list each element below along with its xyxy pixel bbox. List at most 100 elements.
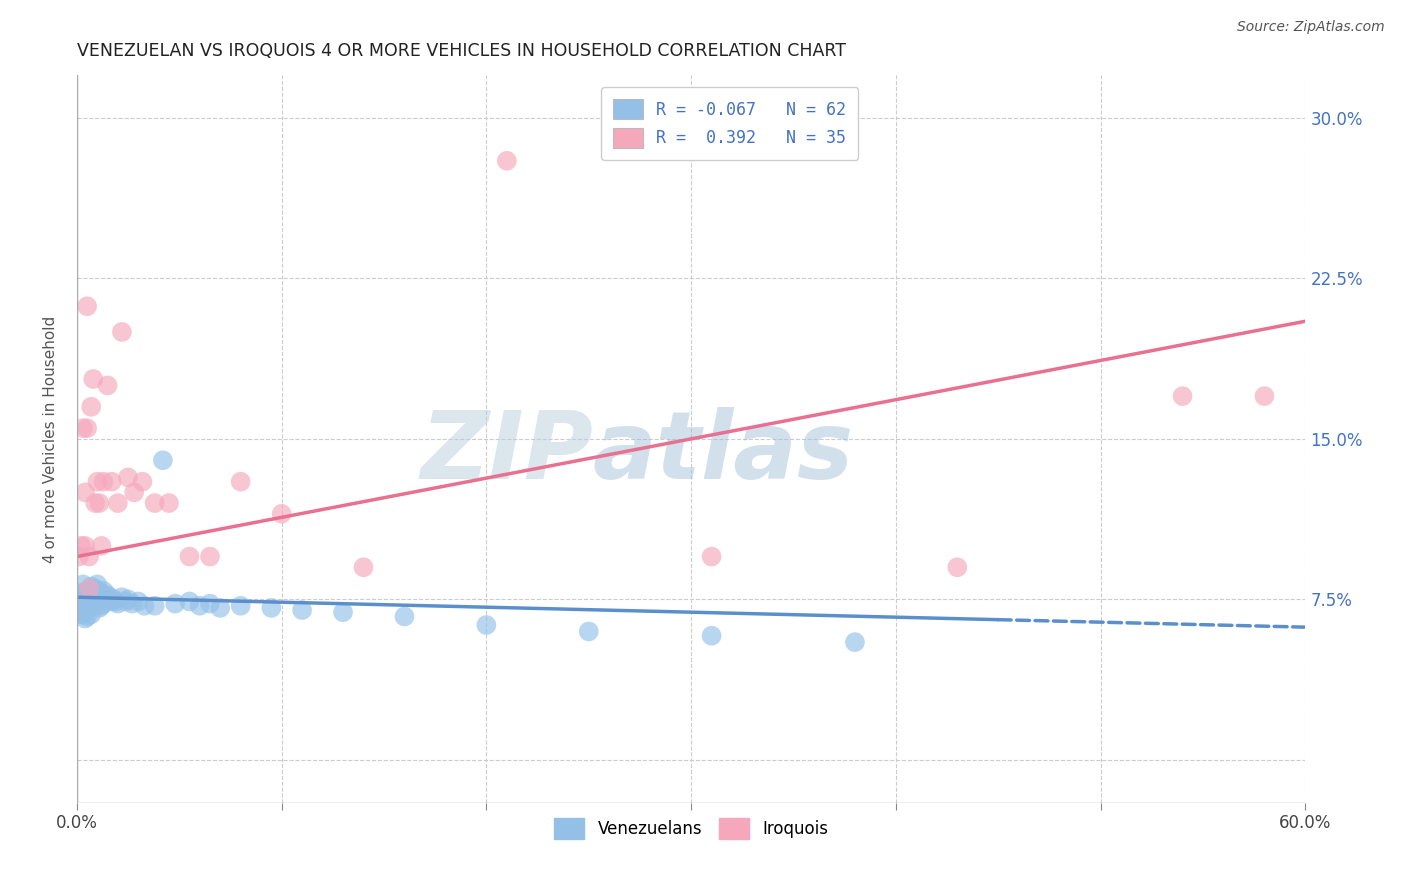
Point	[67, 549, 90, 564]
Point	[72, 594, 94, 608]
Point	[700, 549, 723, 564]
Point	[80, 607, 103, 622]
Point	[70, 539, 93, 553]
Point	[700, 629, 723, 643]
Point	[495, 153, 517, 168]
Point	[67, 599, 90, 613]
Point	[89, 496, 111, 510]
Point	[90, 539, 112, 553]
Point	[73, 612, 96, 626]
Point	[76, 597, 98, 611]
Point	[84, 496, 107, 510]
Point	[89, 588, 111, 602]
Point	[100, 594, 122, 608]
Point	[70, 607, 93, 622]
Point	[97, 588, 120, 602]
Point	[143, 496, 166, 510]
Point	[90, 599, 112, 613]
Point	[90, 586, 112, 600]
Point	[98, 591, 121, 605]
Point	[121, 597, 143, 611]
Point	[82, 586, 104, 600]
Point	[76, 299, 98, 313]
Point	[946, 560, 969, 574]
Point	[198, 597, 221, 611]
Point	[103, 592, 125, 607]
Point	[111, 325, 134, 339]
Point	[111, 591, 134, 605]
Legend: R = -0.067   N = 62, R =  0.392   N = 35: R = -0.067 N = 62, R = 0.392 N = 35	[602, 87, 858, 160]
Text: ZIP: ZIP	[420, 408, 593, 500]
Point	[100, 475, 122, 489]
Point	[117, 592, 139, 607]
Point	[80, 580, 103, 594]
Point	[76, 583, 98, 598]
Point	[844, 635, 866, 649]
Point	[1253, 389, 1275, 403]
Point	[198, 549, 221, 564]
Point	[84, 582, 107, 596]
Point	[89, 601, 111, 615]
Point	[73, 586, 96, 600]
Point	[179, 549, 201, 564]
Point	[73, 599, 96, 613]
Point	[72, 421, 94, 435]
Point	[97, 378, 120, 392]
Point	[332, 605, 354, 619]
Point	[165, 597, 187, 611]
Point	[229, 475, 252, 489]
Point	[117, 470, 139, 484]
Point	[70, 597, 93, 611]
Point	[72, 577, 94, 591]
Point	[209, 601, 232, 615]
Point	[152, 453, 174, 467]
Point	[67, 592, 90, 607]
Point	[84, 597, 107, 611]
Point	[115, 594, 138, 608]
Text: atlas: atlas	[593, 408, 853, 500]
Point	[122, 485, 145, 500]
Point	[86, 594, 108, 608]
Point	[134, 599, 156, 613]
Point	[86, 475, 108, 489]
Point	[179, 594, 201, 608]
Point	[77, 599, 100, 613]
Point	[143, 599, 166, 613]
Point	[578, 624, 600, 639]
Point	[94, 591, 117, 605]
Point	[93, 475, 115, 489]
Point	[1171, 389, 1194, 403]
Y-axis label: 4 or more Vehicles in Household: 4 or more Vehicles in Household	[44, 315, 58, 563]
Point	[70, 586, 93, 600]
Point	[80, 400, 103, 414]
Point	[291, 603, 314, 617]
Point	[353, 560, 375, 574]
Point	[82, 372, 104, 386]
Point	[76, 421, 98, 435]
Point	[72, 588, 94, 602]
Point	[77, 549, 100, 564]
Point	[76, 609, 98, 624]
Point	[127, 594, 149, 608]
Point	[107, 496, 129, 510]
Point	[73, 485, 96, 500]
Point	[475, 618, 498, 632]
Text: Source: ZipAtlas.com: Source: ZipAtlas.com	[1237, 20, 1385, 34]
Point	[86, 577, 108, 591]
Point	[188, 599, 211, 613]
Point	[77, 588, 100, 602]
Point	[67, 603, 90, 617]
Point	[107, 597, 129, 611]
Point	[82, 599, 104, 613]
Point	[157, 496, 180, 510]
Text: VENEZUELAN VS IROQUOIS 4 OR MORE VEHICLES IN HOUSEHOLD CORRELATION CHART: VENEZUELAN VS IROQUOIS 4 OR MORE VEHICLE…	[77, 42, 846, 60]
Point	[229, 599, 252, 613]
Point	[93, 597, 115, 611]
Point	[104, 594, 127, 608]
Point	[394, 609, 416, 624]
Point	[80, 592, 103, 607]
Point	[270, 507, 292, 521]
Point	[73, 539, 96, 553]
Point	[72, 607, 94, 622]
Point	[93, 583, 115, 598]
